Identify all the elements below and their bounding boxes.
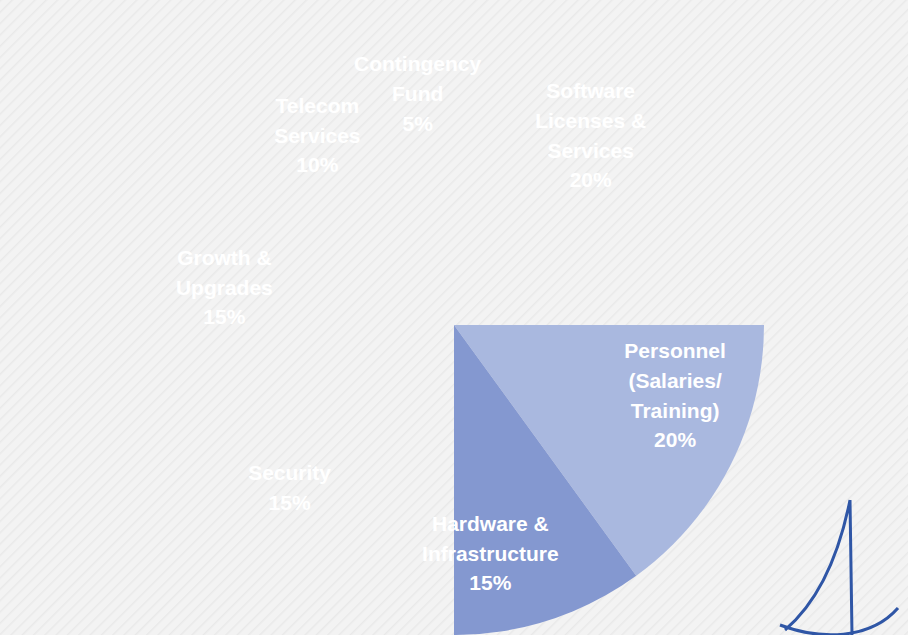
chart: SoftwareLicenses &Services 20% Personnel(S…	[0, 0, 908, 635]
data-label: 15%	[469, 571, 511, 594]
slice-label: SoftwareLicenses &Services	[535, 78, 646, 161]
data-label: 20%	[654, 428, 696, 451]
slice-label: Growth &Upgrades	[176, 245, 273, 298]
data-label: 10%	[296, 153, 338, 176]
slice-label: Hardware &Infrastructure	[422, 511, 559, 564]
slices	[454, 325, 764, 635]
data-label: 20%	[570, 168, 612, 191]
background	[0, 0, 908, 635]
labels: SoftwareLicenses &Services 20% Personnel(S…	[176, 52, 726, 594]
slice-label: TelecomServices	[274, 93, 360, 146]
logo	[780, 500, 898, 635]
data-label: 15%	[269, 491, 311, 514]
data-label: 5%	[402, 112, 433, 135]
slice-label: Security	[248, 461, 331, 484]
logo-sail	[780, 500, 898, 635]
data-label: 15%	[203, 305, 245, 328]
slice-label: Personnel(Salaries/Training)	[624, 338, 726, 421]
pie-slice	[454, 325, 636, 635]
slice-label: ContingencyFund	[354, 52, 481, 105]
